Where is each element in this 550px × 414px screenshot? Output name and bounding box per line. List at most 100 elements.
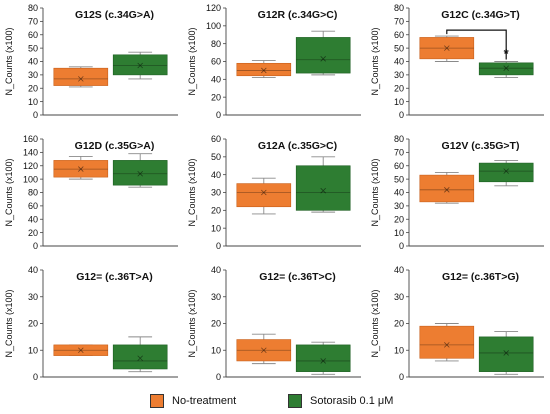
box-no-treatment bbox=[419, 171, 475, 204]
y-tick-label: 10 bbox=[211, 223, 221, 233]
y-tick-label: 10 bbox=[394, 345, 404, 355]
y-tick-label: 0 bbox=[216, 110, 221, 120]
y-tick-label: 20 bbox=[28, 228, 38, 238]
box-iqr bbox=[419, 325, 475, 359]
figure-box-plots: N_Counts (x100) 0 10 20 30 40 50 60 70 80 G12S (c.… bbox=[4, 3, 544, 382]
mean-marker bbox=[137, 62, 143, 69]
y-tick-label: 0 bbox=[216, 241, 221, 251]
y-tick-label: 50 bbox=[394, 43, 404, 53]
box-iqr bbox=[112, 344, 168, 370]
box-iqr bbox=[295, 165, 351, 211]
y-axis-label: N_Counts (x100) bbox=[370, 289, 380, 357]
panel-title: G12V (c.35G>T) bbox=[442, 140, 520, 152]
y-tick-label: 70 bbox=[394, 17, 404, 27]
y-tick-label: 60 bbox=[211, 134, 221, 144]
y-tick-label: 120 bbox=[23, 161, 38, 171]
y-tick-label: 10 bbox=[28, 97, 38, 107]
mean-marker bbox=[320, 187, 326, 194]
panel-title: G12A (c.35G>C) bbox=[258, 140, 337, 152]
box-iqr bbox=[478, 336, 534, 372]
y-tick-label: 60 bbox=[28, 30, 38, 40]
y-tick-label: 100 bbox=[23, 174, 38, 184]
y-tick-label: 0 bbox=[399, 110, 404, 120]
legend-swatch-orange bbox=[150, 394, 164, 408]
box-no-treatment bbox=[53, 155, 109, 180]
panel-title: G12C (c.34G>T) bbox=[441, 9, 520, 21]
panel-g12c-c-34g-t: N_Counts (x100) 0 10 20 30 40 50 60 70 80 G12C (c.… bbox=[370, 3, 544, 120]
y-axis-label: N_Counts (x100) bbox=[187, 27, 197, 95]
mean-marker bbox=[320, 358, 326, 364]
y-tick-label: 30 bbox=[28, 70, 38, 80]
y-tick-label: 40 bbox=[28, 57, 38, 67]
box-iqr bbox=[295, 37, 351, 74]
y-tick-label: 40 bbox=[28, 214, 38, 224]
y-tick-label: 100 bbox=[206, 21, 221, 31]
y-tick-label: 0 bbox=[33, 372, 38, 382]
box-iqr bbox=[419, 174, 475, 203]
box-iqr bbox=[236, 183, 292, 208]
y-tick-label: 30 bbox=[28, 292, 38, 302]
y-tick-label: 10 bbox=[211, 345, 221, 355]
y-tick-label: 160 bbox=[23, 134, 38, 144]
box-iqr bbox=[295, 344, 351, 372]
panel-g12-c-36t-c: N_Counts (x100) 0 10 20 30 40 G12= (c.36T>C) bbox=[187, 265, 361, 382]
mean-marker bbox=[261, 347, 267, 354]
box-iqr bbox=[53, 67, 109, 86]
mean-marker bbox=[78, 76, 84, 82]
y-tick-label: 60 bbox=[394, 161, 404, 171]
y-tick-label: 60 bbox=[28, 201, 38, 211]
legend-label-no-treatment: No-treatment bbox=[172, 395, 237, 407]
y-tick-label: 40 bbox=[394, 57, 404, 67]
box-no-treatment bbox=[419, 35, 475, 62]
panel-title: G12S (c.34G>A) bbox=[75, 9, 154, 21]
y-tick-label: 50 bbox=[28, 43, 38, 53]
y-tick-label: 20 bbox=[394, 83, 404, 93]
y-axis-label: N_Counts (x100) bbox=[370, 27, 380, 95]
y-axis-label: N_Counts (x100) bbox=[4, 27, 14, 95]
y-tick-label: 80 bbox=[28, 3, 38, 13]
y-tick-label: 0 bbox=[216, 372, 221, 382]
legend-label-sotorasib: Sotorasib 0.1 μM bbox=[310, 395, 394, 407]
box-sotorasib bbox=[112, 51, 168, 80]
y-axis-label: N_Counts (x100) bbox=[4, 289, 14, 357]
y-tick-label: 80 bbox=[394, 3, 404, 13]
box-sotorasib bbox=[478, 159, 534, 187]
panel-title: G12R (c.34G>C) bbox=[258, 9, 338, 21]
panel-title: G12= (c.36T>G) bbox=[442, 271, 519, 283]
mean-marker bbox=[137, 170, 143, 177]
panel-g12r-c-34g-c: N_Counts (x100) 0 20 40 60 80 100 120 G12R (c.34… bbox=[187, 3, 361, 120]
y-tick-label: 20 bbox=[28, 319, 38, 329]
mean-marker bbox=[78, 166, 84, 172]
box-sotorasib bbox=[295, 156, 351, 213]
y-tick-label: 10 bbox=[394, 97, 404, 107]
y-tick-label: 40 bbox=[211, 75, 221, 85]
mean-marker bbox=[444, 187, 450, 193]
box-iqr bbox=[112, 54, 168, 76]
y-tick-label: 10 bbox=[28, 345, 38, 355]
y-tick-label: 0 bbox=[399, 241, 404, 251]
y-tick-label: 20 bbox=[28, 83, 38, 93]
mean-marker bbox=[503, 65, 509, 71]
panel-g12s-c-34g-a: N_Counts (x100) 0 10 20 30 40 50 60 70 80 G12S (c.… bbox=[4, 3, 178, 120]
y-tick-label: 20 bbox=[211, 319, 221, 329]
mean-marker bbox=[320, 56, 326, 62]
y-tick-label: 60 bbox=[394, 30, 404, 40]
y-tick-label: 40 bbox=[394, 265, 404, 275]
y-tick-label: 30 bbox=[211, 188, 221, 198]
y-tick-label: 30 bbox=[394, 292, 404, 302]
box-sotorasib bbox=[295, 341, 351, 375]
y-tick-label: 50 bbox=[211, 152, 221, 162]
y-tick-label: 0 bbox=[33, 110, 38, 120]
box-sotorasib bbox=[112, 153, 168, 188]
y-tick-label: 20 bbox=[394, 319, 404, 329]
y-tick-label: 0 bbox=[33, 241, 38, 251]
y-tick-label: 20 bbox=[211, 206, 221, 216]
mean-marker bbox=[261, 189, 267, 196]
significance-star: * bbox=[504, 46, 510, 61]
box-sotorasib bbox=[112, 336, 168, 373]
mean-marker bbox=[444, 45, 450, 51]
legend-swatch-green bbox=[288, 394, 302, 408]
y-tick-label: 20 bbox=[394, 214, 404, 224]
y-tick-label: 20 bbox=[211, 92, 221, 102]
box-no-treatment bbox=[236, 60, 292, 79]
